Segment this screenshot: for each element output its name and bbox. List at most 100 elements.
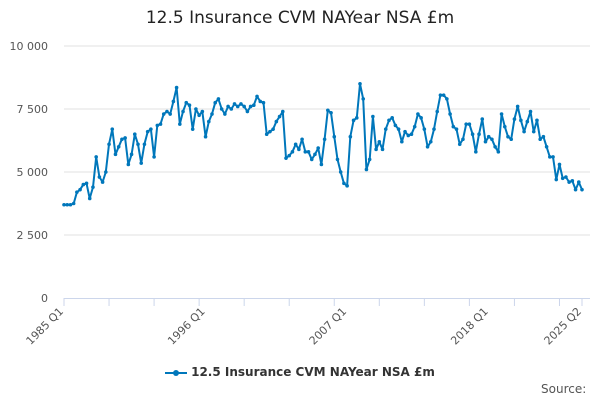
data-point bbox=[326, 108, 330, 113]
x-tick-label: 2018 Q1 bbox=[448, 305, 491, 348]
data-point bbox=[274, 119, 279, 124]
data-point bbox=[554, 177, 559, 182]
data-point bbox=[107, 142, 111, 147]
source-label: Source: bbox=[541, 382, 587, 396]
data-point bbox=[300, 137, 304, 142]
data-point bbox=[158, 122, 163, 126]
x-tick-label: 1985 Q1 bbox=[24, 305, 67, 348]
series-line bbox=[64, 82, 583, 206]
data-point bbox=[116, 145, 121, 149]
data-point bbox=[371, 114, 375, 119]
data-point bbox=[149, 127, 153, 131]
legend[interactable]: 12.5 Insurance CVM NAYear NSA £m bbox=[0, 365, 600, 379]
y-tick-label: 10 000 bbox=[10, 40, 49, 53]
data-point bbox=[332, 134, 337, 139]
data-point bbox=[84, 181, 89, 186]
data-point bbox=[396, 127, 401, 131]
data-point bbox=[287, 153, 292, 158]
data-point bbox=[335, 157, 340, 162]
data-point bbox=[142, 142, 147, 147]
data-point bbox=[461, 137, 465, 142]
data-point bbox=[132, 132, 137, 136]
x-tick-label: 2025 Q2 bbox=[542, 305, 585, 348]
data-point bbox=[438, 93, 443, 97]
data-point bbox=[235, 104, 240, 109]
data-point bbox=[71, 201, 76, 206]
x-tick-label: 2007 Q1 bbox=[307, 305, 350, 348]
data-point bbox=[535, 118, 539, 123]
data-point bbox=[541, 134, 546, 139]
data-point bbox=[271, 127, 275, 131]
data-point bbox=[480, 117, 485, 121]
data-point bbox=[184, 100, 189, 105]
y-tick-label: 7 500 bbox=[17, 103, 49, 116]
data-point bbox=[252, 103, 256, 108]
data-point bbox=[419, 116, 423, 120]
data-point bbox=[351, 118, 356, 123]
data-point bbox=[329, 110, 333, 115]
data-point bbox=[567, 180, 571, 184]
data-point bbox=[62, 202, 66, 207]
data-point bbox=[226, 104, 230, 109]
data-point bbox=[178, 122, 182, 126]
data-point bbox=[181, 109, 185, 114]
data-point bbox=[145, 129, 150, 134]
chart-title: 12.5 Insurance CVM NAYear NSA £m bbox=[145, 8, 455, 28]
data-point bbox=[65, 202, 70, 207]
data-point bbox=[493, 145, 497, 149]
data-point bbox=[210, 112, 214, 116]
data-point bbox=[216, 97, 221, 101]
data-point bbox=[409, 132, 414, 136]
data-point bbox=[451, 124, 456, 129]
data-point bbox=[213, 100, 218, 105]
data-point bbox=[522, 129, 526, 134]
data-point bbox=[293, 142, 298, 147]
data-point bbox=[506, 134, 510, 139]
data-point bbox=[467, 122, 472, 126]
data-point bbox=[255, 94, 259, 99]
data-point bbox=[557, 162, 562, 167]
data-point bbox=[564, 175, 568, 179]
data-point bbox=[97, 175, 102, 179]
data-point bbox=[538, 137, 542, 142]
data-point bbox=[403, 129, 407, 134]
data-point bbox=[338, 170, 343, 174]
data-point bbox=[229, 107, 234, 111]
data-point bbox=[280, 109, 285, 114]
data-point bbox=[120, 137, 124, 142]
data-point bbox=[400, 139, 404, 144]
data-point bbox=[367, 157, 372, 162]
y-tick-label: 0 bbox=[41, 292, 48, 305]
data-point bbox=[364, 167, 369, 172]
data-point bbox=[345, 184, 349, 188]
data-point bbox=[197, 113, 201, 118]
data-point bbox=[129, 152, 134, 157]
data-point bbox=[313, 152, 317, 157]
data-point bbox=[104, 170, 108, 174]
data-point bbox=[387, 118, 391, 123]
data-point bbox=[390, 116, 394, 120]
data-point bbox=[194, 107, 198, 111]
data-point bbox=[223, 112, 227, 116]
data-point bbox=[354, 116, 359, 120]
data-point bbox=[155, 123, 160, 128]
data-point bbox=[94, 155, 98, 159]
data-point bbox=[576, 180, 581, 184]
data-point bbox=[406, 133, 411, 138]
x-tick-label: 1996 Q1 bbox=[165, 305, 208, 348]
data-point bbox=[219, 107, 224, 111]
data-point bbox=[412, 124, 417, 129]
data-point bbox=[78, 187, 82, 192]
data-point bbox=[161, 112, 166, 116]
data-point bbox=[342, 181, 346, 186]
y-tick-label: 2 500 bbox=[17, 229, 49, 242]
data-point bbox=[100, 180, 105, 184]
data-point bbox=[383, 127, 388, 131]
data-point bbox=[277, 114, 282, 119]
data-point bbox=[464, 122, 468, 126]
legend-line-marker-icon bbox=[165, 369, 188, 376]
data-point bbox=[264, 132, 269, 136]
data-point bbox=[525, 119, 530, 124]
data-point bbox=[512, 117, 517, 121]
data-point bbox=[416, 112, 420, 116]
